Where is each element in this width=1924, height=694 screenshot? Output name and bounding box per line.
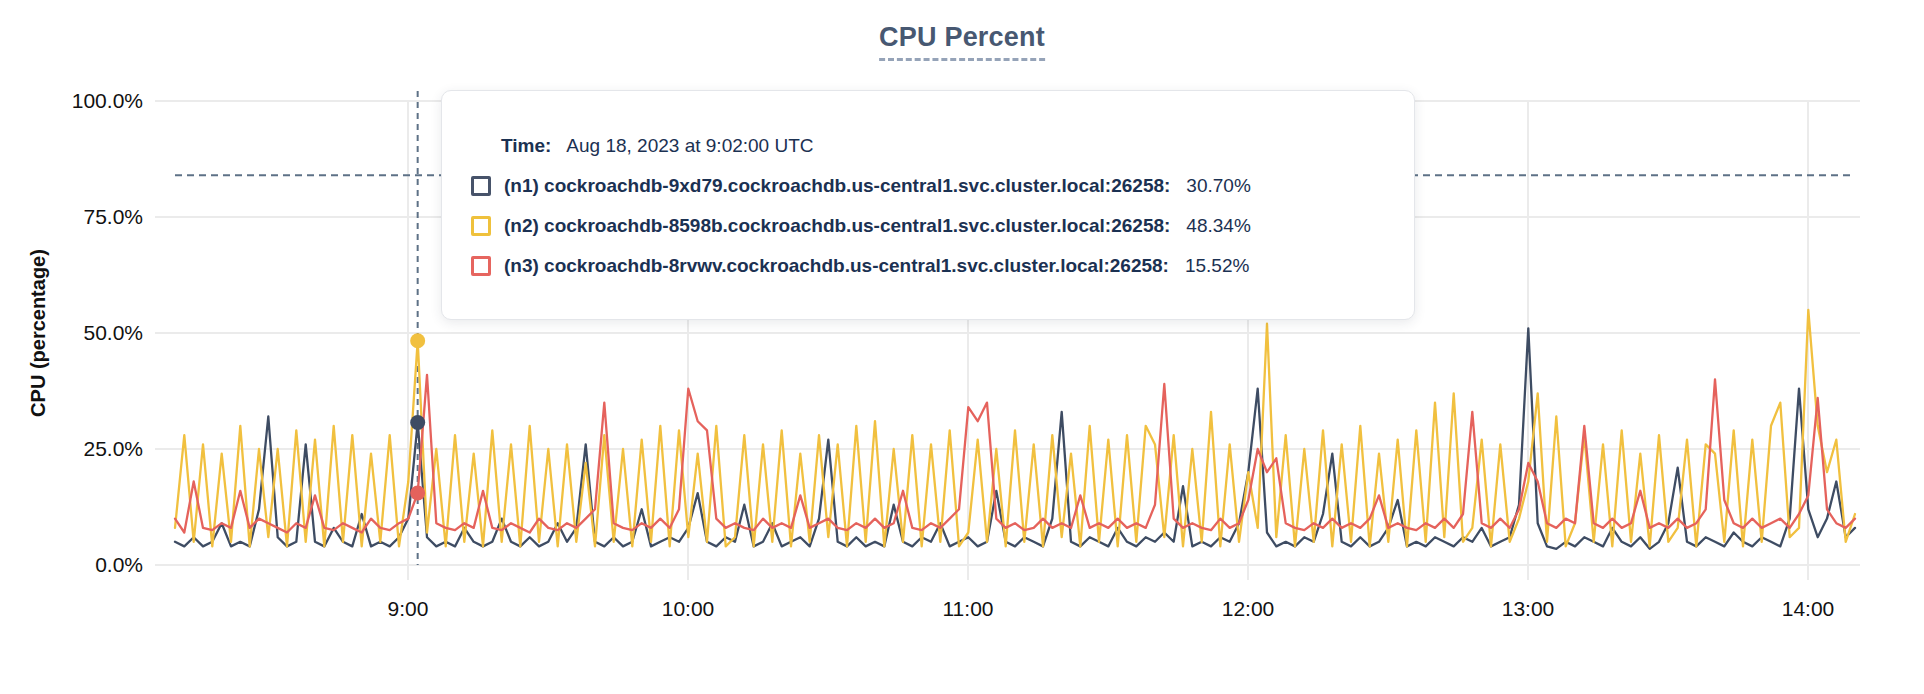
hover-dot-n1 [410, 415, 425, 430]
hover-dot-n3 [410, 485, 425, 500]
x-tick-12:00: 12:00 [1222, 597, 1275, 620]
tooltip-time-label: Time: [501, 135, 551, 157]
series-n1-swatch-icon [471, 176, 491, 196]
series-n1-value: 30.70% [1186, 175, 1250, 197]
series-n2-value: 48.34% [1186, 215, 1250, 237]
tooltip-time-row: Time: Aug 18, 2023 at 9:02:00 UTC [501, 133, 1414, 159]
series-n2-label: (n2) cockroachdb-8598b.cockroachdb.us-ce… [504, 215, 1170, 237]
hover-dot-n2 [410, 333, 425, 348]
hover-tooltip: Time: Aug 18, 2023 at 9:02:00 UTC (n1) c… [441, 90, 1415, 320]
series-n3-value: 15.52% [1185, 255, 1249, 277]
y-tick-100: 100.0% [72, 89, 143, 112]
x-tick-13:00: 13:00 [1502, 597, 1555, 620]
y-tick-0: 0.0% [95, 553, 143, 576]
series-n1-label: (n1) cockroachdb-9xd79.cockroachdb.us-ce… [504, 175, 1170, 197]
y-tick-75: 75.0% [83, 205, 143, 228]
y-tick-25: 25.0% [83, 437, 143, 460]
series-line-n2 [175, 310, 1855, 547]
x-tick-14:00: 14:00 [1782, 597, 1835, 620]
x-tick-9:00: 9:00 [388, 597, 429, 620]
series-n3-swatch-icon [471, 256, 491, 276]
y-tick-50: 50.0% [83, 321, 143, 344]
series-n3-label: (n3) cockroachdb-8rvwv.cockroachdb.us-ce… [504, 255, 1169, 277]
series-n2-swatch-icon [471, 216, 491, 236]
tooltip-row-n3: (n3) cockroachdb-8rvwv.cockroachdb.us-ce… [471, 253, 1414, 279]
tooltip-row-n1: (n1) cockroachdb-9xd79.cockroachdb.us-ce… [471, 173, 1414, 199]
x-tick-10:00: 10:00 [662, 597, 715, 620]
tooltip-row-n2: (n2) cockroachdb-8598b.cockroachdb.us-ce… [471, 213, 1414, 239]
page: { "title": "CPU Percent", "y_axis": { "l… [0, 0, 1924, 694]
x-tick-11:00: 11:00 [943, 597, 994, 620]
tooltip-time-value: Aug 18, 2023 at 9:02:00 UTC [566, 135, 813, 157]
